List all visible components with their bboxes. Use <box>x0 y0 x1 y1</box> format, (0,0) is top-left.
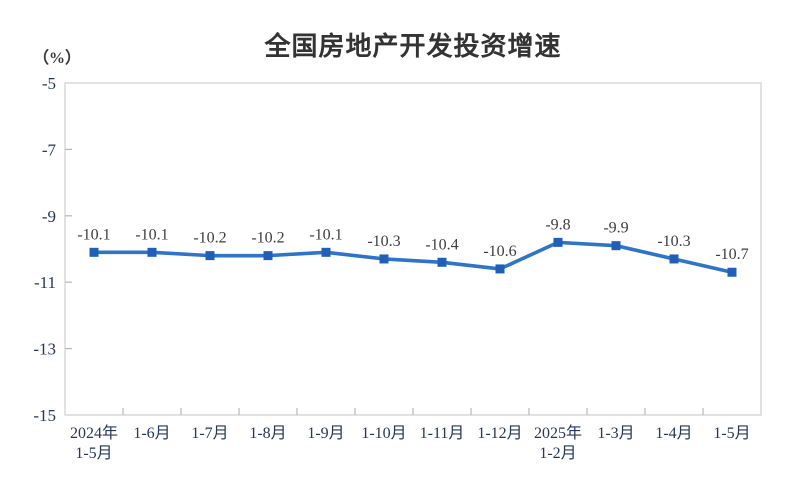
data-point-label: -10.4 <box>425 236 458 253</box>
x-tick-label: 1-12月 <box>477 425 522 442</box>
data-point-marker <box>669 254 679 264</box>
data-point-marker <box>205 251 215 261</box>
data-point-marker <box>379 254 389 264</box>
y-tick-label: -5 <box>42 74 56 93</box>
x-tick-label: 1-7月 <box>191 425 228 442</box>
data-point-marker <box>495 264 505 274</box>
data-point-marker <box>263 251 273 261</box>
data-point-marker <box>727 267 737 277</box>
data-point-marker <box>553 237 563 247</box>
y-tick-label: -9 <box>42 207 56 226</box>
x-tick-label: 2025年 <box>534 424 582 442</box>
data-point-marker <box>89 247 99 257</box>
x-tick-label: 1-8月 <box>249 425 286 442</box>
y-tick-label: -7 <box>42 140 57 159</box>
data-point-label: -10.1 <box>77 226 110 243</box>
x-tick-label: 1-9月 <box>307 425 344 442</box>
x-tick-label: 1-5月 <box>75 445 112 462</box>
data-point-label: -10.2 <box>193 230 226 247</box>
data-point-label: -10.7 <box>715 246 748 263</box>
y-tick-label: -13 <box>33 340 56 359</box>
x-tick-label: 1-5月 <box>713 425 750 442</box>
data-point-label: -10.1 <box>309 226 342 243</box>
x-tick-label: 1-2月 <box>539 445 576 462</box>
chart-title: 全国房地产开发投资增速 <box>264 31 562 61</box>
data-point-marker <box>437 257 447 267</box>
data-point-label: -9.9 <box>603 220 628 237</box>
y-axis-unit-label: （%） <box>33 50 82 67</box>
x-tick-label: 1-11月 <box>420 425 465 442</box>
data-point-marker <box>321 247 331 257</box>
x-tick-label: 2024年 <box>70 424 118 442</box>
y-tick-label: -15 <box>33 406 56 425</box>
data-point-label: -10.2 <box>251 230 284 247</box>
data-point-label: -10.6 <box>483 243 516 260</box>
x-tick-label: 1-10月 <box>361 425 406 442</box>
x-tick-label: 1-3月 <box>597 425 634 442</box>
data-point-marker <box>147 247 157 257</box>
x-tick-label: 1-6月 <box>133 425 170 442</box>
data-point-label: -9.8 <box>545 216 570 233</box>
data-point-label: -10.3 <box>367 233 400 250</box>
data-point-marker <box>611 241 621 251</box>
data-point-label: -10.1 <box>135 226 168 243</box>
series-line <box>92 240 734 275</box>
y-tick-label: -11 <box>34 273 56 292</box>
x-tick-label: 1-4月 <box>655 425 692 442</box>
data-point-label: -10.3 <box>657 233 690 250</box>
